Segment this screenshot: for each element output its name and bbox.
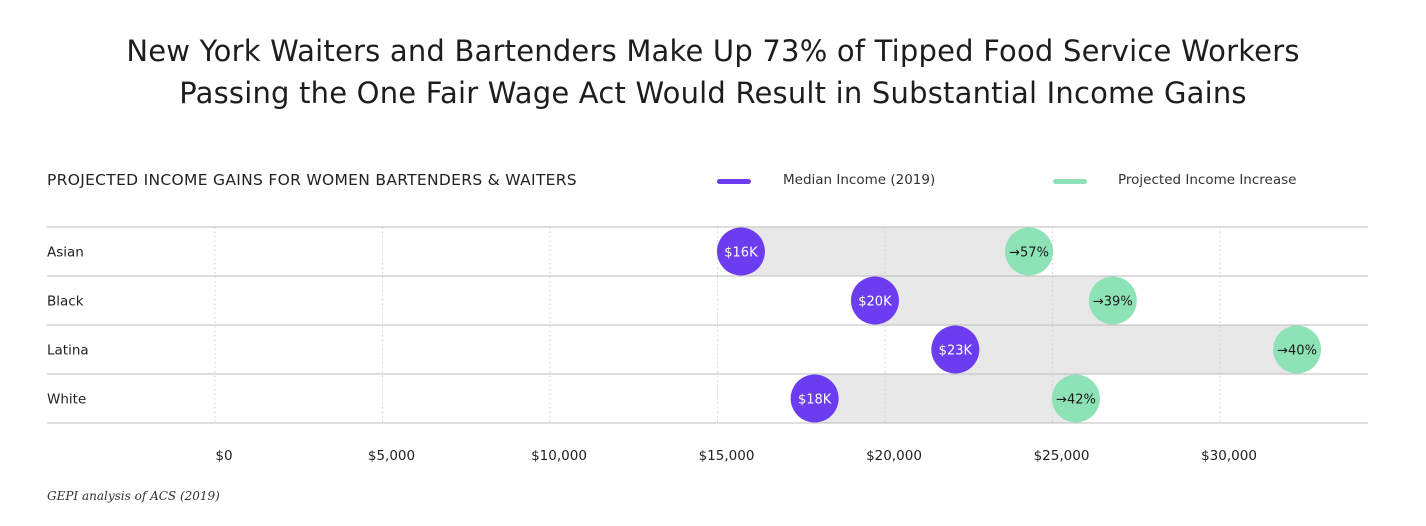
median-income-dot — [931, 325, 980, 374]
projected-increase-dot — [1273, 325, 1322, 374]
chart-title-line-2: Passing the One Fair Wage Act Would Resu… — [179, 76, 1247, 110]
chart-subtitle: PROJECTED INCOME GAINS FOR WOMEN BARTEND… — [47, 171, 577, 189]
median-income-dot — [716, 227, 765, 276]
category-label: Asian — [47, 245, 84, 261]
category-label: White — [47, 392, 86, 408]
source-note: GEPI analysis of ACS (2019) — [47, 489, 220, 503]
x-tick-label: $0 — [215, 448, 232, 464]
x-tick-label: $30,000 — [1201, 448, 1257, 464]
median-income-label: $20K — [858, 295, 892, 310]
x-tick-label: $20,000 — [866, 448, 922, 464]
legend-label-increase: Projected Income Increase — [1118, 172, 1297, 188]
chart-title-line-1: New York Waiters and Bartenders Make Up … — [126, 34, 1300, 68]
x-tick-label: $5,000 — [368, 448, 415, 464]
range-band — [814, 374, 1076, 423]
projected-increase-label: →57% — [1009, 246, 1049, 261]
category-label: Latina — [47, 343, 89, 359]
category-label: Black — [47, 294, 84, 310]
median-income-label: $23K — [939, 344, 973, 359]
median-income-label: $16K — [724, 246, 758, 261]
projected-increase-label: →40% — [1277, 344, 1317, 359]
legend-swatch-median — [717, 179, 751, 184]
projected-increase-dot — [1051, 374, 1100, 423]
projected-increase-label: →39% — [1093, 295, 1133, 310]
range-band — [874, 276, 1113, 325]
median-income-dot — [850, 276, 899, 325]
range-band — [955, 325, 1298, 374]
x-tick-label: $10,000 — [531, 448, 587, 464]
legend-swatch-increase — [1053, 179, 1087, 184]
projected-increase-label: →42% — [1056, 393, 1096, 408]
projected-increase-dot — [1088, 276, 1137, 325]
x-tick-label: $15,000 — [699, 448, 755, 464]
median-income-dot — [790, 374, 839, 423]
x-tick-label: $25,000 — [1034, 448, 1090, 464]
projected-increase-dot — [1005, 227, 1054, 276]
legend-label-median: Median Income (2019) — [783, 172, 936, 188]
median-income-label: $18K — [798, 393, 832, 408]
